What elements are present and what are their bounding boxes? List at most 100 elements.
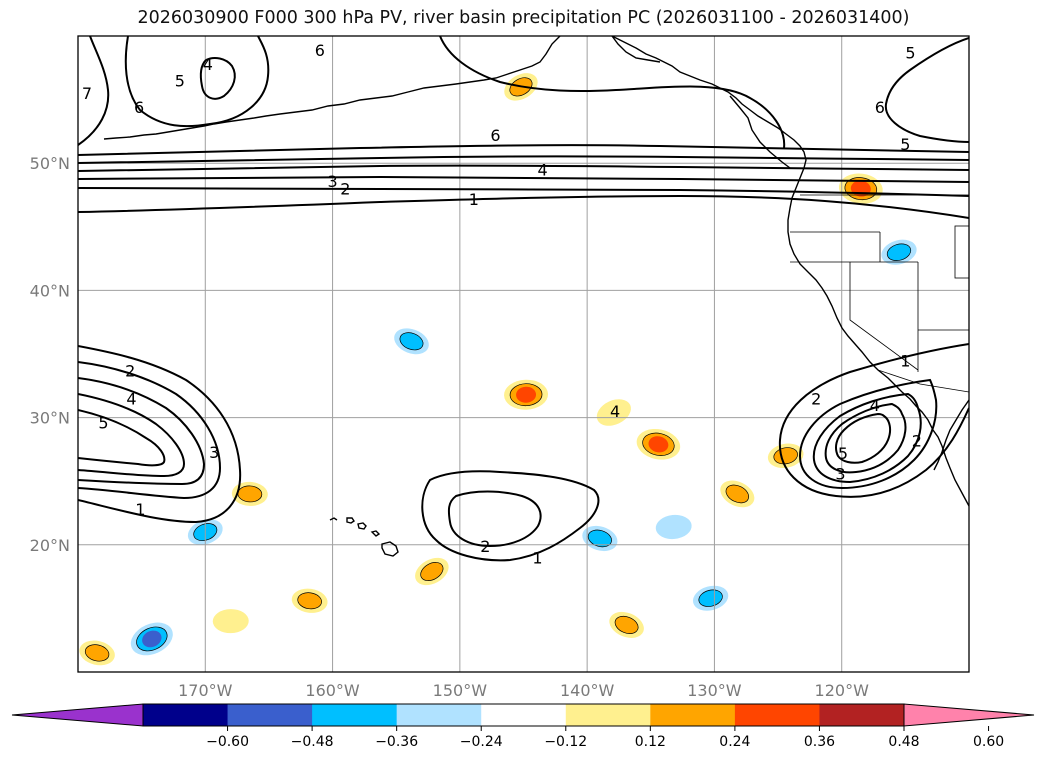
precip-blob-fill [587, 529, 612, 548]
colorbar-frame [142, 703, 905, 727]
lon-tick-label: 150°W [433, 681, 488, 700]
pv-contour-5-jet [78, 155, 969, 164]
colorbar-extend-low [11, 703, 144, 727]
precip-blob [767, 443, 804, 469]
precip-blob-fill [420, 562, 444, 581]
precip-blob [636, 428, 681, 460]
contour-label: 6 [134, 98, 144, 117]
pv-contour-4-jet [78, 164, 969, 172]
contour-label: 3 [835, 465, 845, 484]
pv-contour-central-2 [447, 490, 542, 548]
colorbar-tick-label: 0.60 [973, 734, 1004, 750]
contour-label: 5 [838, 444, 848, 463]
colorbar-tick-label: 0.36 [804, 734, 835, 750]
precip-blob-fill [698, 589, 723, 607]
map-title: 2026030900 F000 300 hPa PV, river basin … [137, 8, 910, 28]
contour-label: 4 [870, 396, 880, 415]
precip-blob-fill [516, 386, 537, 403]
colorbar-extend-high [903, 703, 1035, 727]
baja-gulf-coast [933, 399, 969, 471]
pv-contour-central-1 [421, 470, 600, 562]
contour-label: 3 [327, 172, 337, 191]
precip-blob-fill [886, 243, 912, 261]
precip-blob [212, 609, 249, 634]
lon-tick-label: 170°W [178, 681, 233, 700]
contour-label: 6 [315, 41, 325, 60]
pv-contour-6-gulf [439, 36, 786, 149]
contour-label: 4 [126, 390, 136, 409]
precip-blob [415, 557, 449, 586]
coastlines [103, 36, 969, 557]
precip-blob [881, 239, 917, 265]
precip-blob-fill [725, 484, 750, 504]
colorbar-segment [143, 704, 229, 726]
precip-blob [655, 514, 692, 540]
plot-frame [77, 35, 970, 673]
lat-tick-label: 40°N [30, 281, 70, 300]
precip-blob-fill [142, 630, 162, 648]
colorbar-segment [650, 704, 736, 726]
lon-tick-label: 140°W [560, 681, 615, 700]
contour-label: 2 [811, 390, 821, 409]
contour-label: 4 [537, 161, 547, 180]
pv-contours [78, 36, 969, 562]
state-boundaries [790, 231, 969, 372]
lon-tick-label: 130°W [687, 681, 742, 700]
pv-contour-east-4 [824, 402, 907, 474]
pv-contour-6-jet [78, 144, 969, 156]
colorbar-segment [396, 704, 482, 726]
precip-blob [720, 480, 755, 508]
colorbar-tick-label: −0.12 [544, 734, 587, 750]
coast-aleutians [103, 123, 215, 140]
lon-tick-label: 160°W [305, 681, 360, 700]
hawaii-islands [329, 517, 399, 557]
pv-contour-5-ring [124, 36, 270, 128]
axis-tick-labels: 170°W 160°W 150°W 140°W 130°W 120°W 20°N 30°N 40… [30, 154, 869, 700]
colorbar-segment [565, 704, 651, 726]
pv-contour-cutoff-west-2 [78, 361, 222, 500]
pv-contour-cutoff-west-4 [78, 393, 186, 478]
pv-contour-4-ring [199, 57, 236, 100]
precip-blob-fill [614, 615, 639, 634]
pv-contour-cutoff-west-3 [78, 377, 206, 486]
pv-contour-east-3 [812, 392, 922, 484]
contour-label: 2 [125, 362, 135, 381]
precip-blob [291, 588, 328, 613]
colorbar-tick-label: −0.36 [375, 734, 418, 750]
coast-islands-southeast [729, 95, 791, 169]
pv-contour-east-1 [778, 343, 969, 498]
contour-label: 2 [912, 431, 922, 450]
pv-contour-5-ne [884, 37, 969, 143]
lat-tick-label: 50°N [30, 154, 70, 173]
colorbar-tick-label: −0.48 [291, 734, 334, 750]
colorbar-segment [481, 704, 567, 726]
contour-label: 7 [82, 84, 92, 103]
contour-label: 1 [532, 549, 542, 568]
lon-tick-label: 120°W [815, 681, 870, 700]
precip-blob-fill [648, 436, 669, 453]
contour-label: 1 [900, 351, 910, 370]
precip-blob [79, 640, 115, 666]
contour-label: 4 [203, 55, 213, 74]
contour-label: 2 [480, 537, 490, 556]
colorbar: −0.60 −0.48 −0.36 −0.24 −0.12 0.12 0.24 0.36 0.4… [11, 703, 1035, 750]
contour-label: 5 [905, 44, 915, 63]
contour-label: 5 [175, 72, 185, 91]
contour-label: 6 [490, 126, 500, 145]
precip-blob-fill [84, 644, 110, 662]
contour-label: 6 [875, 98, 885, 117]
political-boundaries [790, 194, 969, 393]
precip-blob-fill [399, 332, 424, 351]
pv-contour-2-jet [78, 187, 969, 197]
precip-blob-fill [655, 514, 692, 540]
colorbar-tick-label: 0.48 [888, 734, 919, 750]
pv-contour-cutoff-west-5 [78, 409, 166, 467]
colorbar-tick-label: 0.12 [635, 734, 666, 750]
precip-blob [504, 379, 549, 410]
coastline-alaska-gulf [611, 36, 661, 63]
precip-blob [130, 622, 173, 656]
precip-blob [394, 328, 429, 355]
contour-label: 1 [135, 500, 145, 519]
colorbar-segment [734, 704, 820, 726]
